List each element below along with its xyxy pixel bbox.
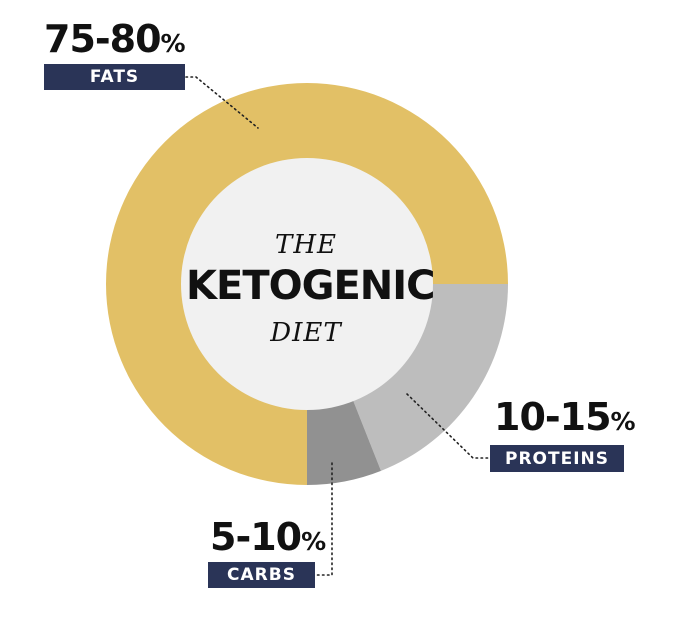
fats-percent-value: 75-80 — [44, 17, 162, 61]
fats-percent-unit: % — [160, 29, 186, 58]
proteins-percent-unit: % — [610, 407, 636, 436]
carbs-percent-label: 5-10% — [210, 515, 326, 559]
proteins-percent-label: 10-15% — [494, 395, 636, 439]
proteins-leader-line — [406, 393, 491, 459]
proteins-percent-value: 10-15 — [494, 395, 612, 439]
proteins-tag: PROTEINS — [490, 445, 624, 472]
leader-lines — [185, 76, 491, 576]
fats-percent-label: 75-80% — [44, 17, 186, 61]
carbs-leader-line — [315, 462, 333, 576]
carbs-percent-unit: % — [301, 527, 326, 556]
carbs-tag: CARBS — [208, 562, 315, 588]
carbs-percent-value: 5-10 — [210, 515, 302, 559]
donut-center-disc — [181, 158, 433, 410]
fats-tag: FATS — [44, 64, 185, 90]
fats-leader-line — [185, 76, 259, 129]
center-title-main: KETOGENIC — [186, 263, 435, 309]
center-title-bottom: DIET — [270, 318, 342, 348]
center-title-top: THE — [275, 230, 337, 260]
